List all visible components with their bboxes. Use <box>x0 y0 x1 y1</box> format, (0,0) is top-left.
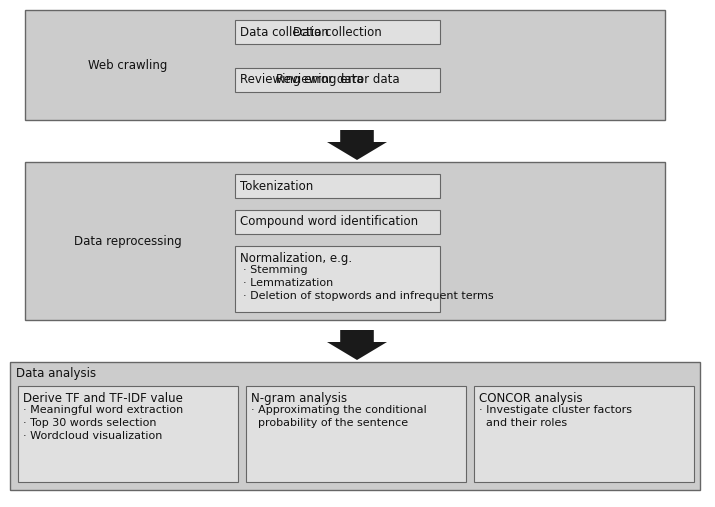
Bar <box>474 386 694 482</box>
Bar <box>235 174 440 198</box>
Bar <box>18 386 238 482</box>
Text: Web crawling: Web crawling <box>88 58 167 71</box>
Bar <box>235 246 440 312</box>
Polygon shape <box>327 330 387 360</box>
Bar <box>10 362 700 490</box>
Text: N-gram analysis: N-gram analysis <box>251 392 347 405</box>
Text: Compound word identification: Compound word identification <box>240 215 418 229</box>
Text: Normalization, e.g.: Normalization, e.g. <box>240 252 352 265</box>
Text: probability of the sentence: probability of the sentence <box>251 418 408 428</box>
Text: · Wordcloud visualization: · Wordcloud visualization <box>23 431 162 441</box>
Bar <box>25 10 665 120</box>
Text: · Investigate cluster factors: · Investigate cluster factors <box>479 405 632 415</box>
Text: · Deletion of stopwords and infrequent terms: · Deletion of stopwords and infrequent t… <box>243 291 493 301</box>
Text: Data collection: Data collection <box>240 25 329 39</box>
Text: Data collection: Data collection <box>293 25 382 39</box>
Text: CONCOR analysis: CONCOR analysis <box>479 392 583 405</box>
Text: · Lemmatization: · Lemmatization <box>243 278 333 288</box>
Text: · Approximating the conditional: · Approximating the conditional <box>251 405 427 415</box>
Bar <box>235 210 440 234</box>
Text: and their roles: and their roles <box>479 418 567 428</box>
Text: Reviewing error data: Reviewing error data <box>240 74 364 87</box>
Text: Derive TF and TF-IDF value: Derive TF and TF-IDF value <box>23 392 183 405</box>
Text: · Top 30 words selection: · Top 30 words selection <box>23 418 157 428</box>
Bar <box>25 162 665 320</box>
Text: Data reprocessing: Data reprocessing <box>74 235 182 247</box>
Text: Reviewing error data: Reviewing error data <box>276 74 399 87</box>
Bar <box>235 68 440 92</box>
Text: · Stemming: · Stemming <box>243 265 307 275</box>
Text: Data analysis: Data analysis <box>16 367 96 380</box>
Bar <box>246 386 466 482</box>
Text: · Meaningful word extraction: · Meaningful word extraction <box>23 405 183 415</box>
Text: Tokenization: Tokenization <box>240 179 313 193</box>
Bar <box>235 20 440 44</box>
Polygon shape <box>327 130 387 160</box>
